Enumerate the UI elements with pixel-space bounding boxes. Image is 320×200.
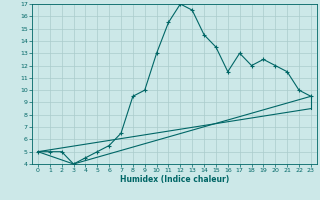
X-axis label: Humidex (Indice chaleur): Humidex (Indice chaleur) [120,175,229,184]
